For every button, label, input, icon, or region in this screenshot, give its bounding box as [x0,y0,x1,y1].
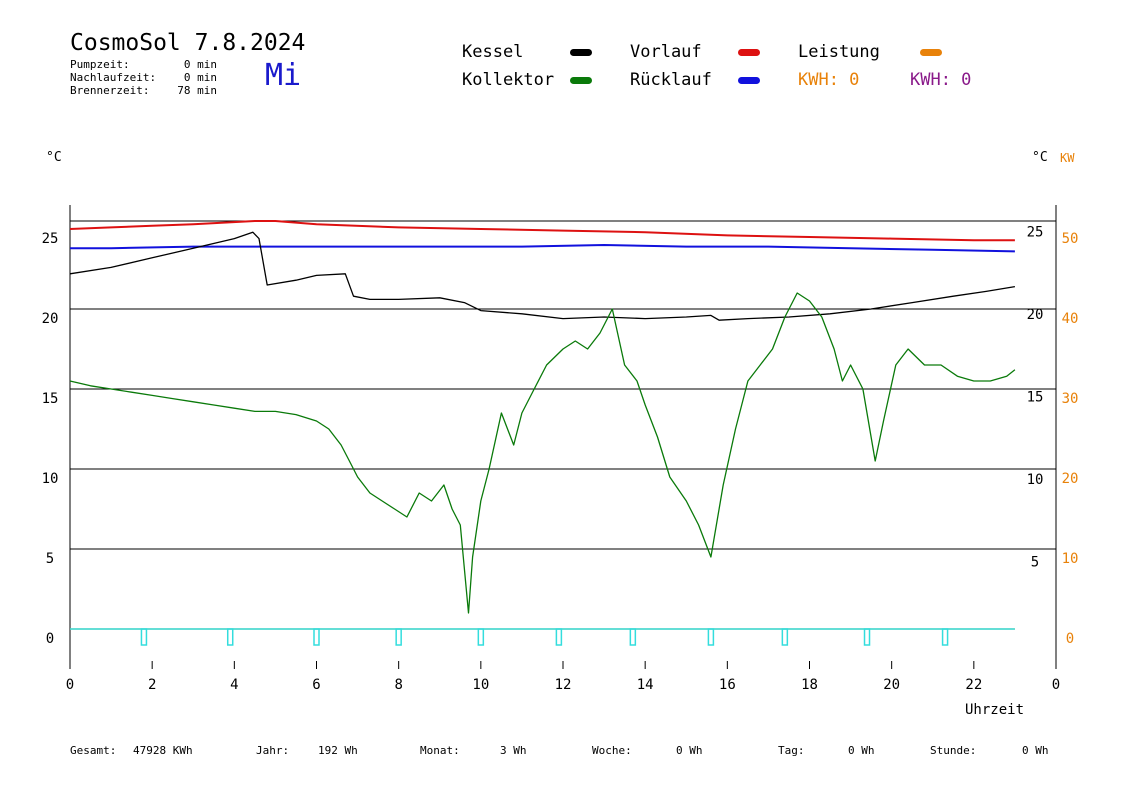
right-axis-unit-kw: KW [1060,151,1075,165]
stat-label-nachlaufzeit: Nachlaufzeit: [70,71,157,84]
legend-label-ruecklauf: Rücklauf [630,70,712,90]
y-tick-left-0: 0 [46,631,54,647]
legend-label-vorlauf: Vorlauf [630,42,702,62]
y-tick-right-c-0: 5 [1031,555,1039,571]
y-tick-right-kw-4: 40 [1062,311,1079,327]
y-tick-right-kw-3: 30 [1062,391,1079,407]
footer-monat-value: 3 Wh [500,744,527,757]
y-tick-right-kw-5: 50 [1062,231,1079,247]
legend-label-leistung: Leistung [798,42,880,62]
pump-marker-6 [629,628,637,646]
x-tick-label-0: 0 [66,677,74,693]
pump-marker-8 [781,628,789,646]
y-tick-left-4: 20 [42,311,59,327]
footer-tag-value: 0 Wh [848,744,875,757]
footer-jahr-label: Jahr: [256,744,290,757]
footer-woche-label: Woche: [592,744,632,757]
pump-marker-10 [941,628,949,646]
series-line-ruecklauf [70,244,1015,253]
footer-stunde-label: Stunde: [930,744,977,757]
y-tick-right-c-4: 25 [1027,225,1044,241]
x-tick-label-3: 6 [312,677,320,693]
y-tick-right-c-1: 10 [1027,472,1044,488]
y-tick-right-kw-1: 10 [1062,551,1079,567]
legend-swatch-kessel [570,49,592,56]
x-axis-label: Uhrzeit [965,702,1025,718]
legend-swatch-kollektor [570,77,592,84]
footer-gesamt-value: 47928 KWh [133,744,193,757]
legend-swatch-ruecklauf [738,77,760,84]
footer-jahr-value: 192 Wh [318,744,358,757]
right-axis-unit-c: °C [1032,150,1048,165]
x-tick-label-10: 20 [883,677,900,693]
x-tick-label-5: 10 [472,677,489,693]
x-tick-label-1: 2 [148,677,156,693]
left-axis-unit: °C [46,150,62,165]
y-tick-left-1: 5 [46,551,54,567]
footer-gesamt-label: Gesamt: [70,744,117,757]
footer-woche-value: 0 Wh [676,744,703,757]
series-line-kollektor [69,292,1016,614]
x-tick-label-9: 18 [801,677,818,693]
x-tick-label-6: 12 [555,677,572,693]
x-tick-label-2: 4 [230,677,238,693]
pump-marker-2 [313,628,320,646]
footer-tag-label: Tag: [778,744,805,757]
legend-label-kollektor: Kollektor [462,70,555,90]
pump-marker-0 [140,628,148,646]
y-tick-left-3: 15 [42,391,59,407]
series-line-vorlauf [69,220,1015,242]
pump-marker-1 [226,628,234,646]
x-tick-label-7: 14 [637,677,654,693]
x-tick-label-8: 16 [719,677,736,693]
x-tick-label-11: 22 [965,677,982,693]
y-tick-left-2: 10 [42,471,59,487]
pump-marker-9 [863,628,871,646]
pump-marker-4 [477,628,485,646]
footer-stunde-value: 0 Wh [1022,744,1049,757]
stat-value-pumpzeit: 0 min [183,58,217,71]
x-tick-label-12: 0 [1052,677,1060,693]
legend-swatch-leistung [920,49,942,56]
legend-label-kessel: Kessel [462,42,524,62]
stat-label-pumpzeit: Pumpzeit: [70,58,130,71]
legend-swatch-vorlauf [738,49,760,56]
y-tick-right-c-2: 15 [1027,390,1044,406]
chart-title: CosmoSol 7.8.2024 [70,30,306,56]
y-tick-right-kw-2: 20 [1062,471,1079,487]
footer-monat-label: Monat: [420,744,460,757]
weekday-label: Mi [265,58,302,93]
stat-value-brennerzeit: 78 min [177,84,217,97]
x-tick-label-4: 8 [394,677,402,693]
kwh-total-orange: KWH: 0 [798,70,860,90]
pump-marker-3 [395,628,402,646]
pump-marker-7 [707,628,715,646]
series-line-kessel [69,231,1016,321]
y-tick-right-c-3: 20 [1027,307,1044,323]
y-tick-right-kw-0: 0 [1066,631,1074,647]
stat-value-nachlaufzeit: 0 min [183,71,217,84]
y-tick-left-5: 25 [42,231,59,247]
kwh-total-purple: KWH: 0 [910,70,972,90]
stat-label-brennerzeit: Brennerzeit: [70,84,150,97]
pump-marker-5 [555,628,563,646]
